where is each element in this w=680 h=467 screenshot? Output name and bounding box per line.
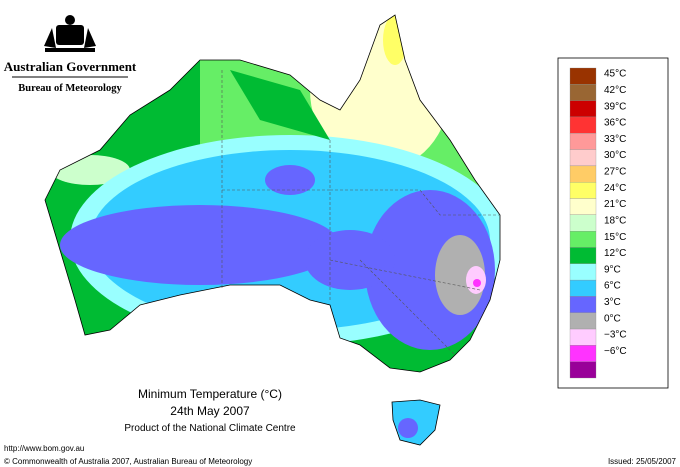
map-title: Minimum Temperature (°C): [138, 387, 282, 401]
legend-label: 21°C: [604, 199, 626, 210]
legend-swatch: [569, 279, 597, 297]
legend-swatch: [569, 328, 597, 346]
legend-label: 30°C: [604, 150, 626, 161]
legend-label: 18°C: [604, 215, 626, 226]
legend-swatch: [569, 263, 597, 281]
legend-swatch: [569, 133, 597, 150]
legend-label: 3°C: [604, 297, 621, 308]
legend-swatch: [569, 182, 597, 199]
legend-frame: [557, 57, 669, 389]
legend: 45°C 42°C 39°C 36°C 33°C 30°C 27°C 24°C 21°C 18°C…: [557, 57, 669, 389]
copyright: © Commonwealth of Australia 2007, Austra…: [4, 457, 252, 466]
bureau: Bureau of Meteorology: [18, 83, 122, 94]
legend-swatch: [569, 296, 597, 313]
legend-swatch: [569, 165, 597, 183]
issued: Issued: 25/05/2007: [608, 457, 677, 466]
legend-swatch: [569, 345, 597, 362]
government: Australian Government: [4, 59, 137, 74]
legend-label: 0°C: [604, 313, 621, 324]
legend-swatch: [569, 214, 597, 232]
tasmania-outline: [391, 399, 441, 446]
legend-swatch: [569, 231, 597, 248]
state-borders: [221, 70, 500, 356]
coastline: [44, 14, 501, 373]
legend-swatch: [569, 67, 597, 85]
legend-swatch: [569, 361, 597, 379]
legend-label: 27°C: [604, 167, 626, 178]
crest: [44, 15, 96, 52]
legend-swatch: [569, 198, 597, 215]
legend-label: −6°C: [604, 346, 627, 357]
legend-swatch: [569, 149, 597, 167]
legend-label: 15°C: [604, 232, 626, 243]
legend-label: 24°C: [604, 183, 626, 194]
legend-label: 39°C: [604, 101, 626, 112]
legend-label: 12°C: [604, 248, 626, 259]
legend-swatch: [569, 247, 597, 264]
legend-label: −3°C: [604, 330, 627, 341]
url: http://www.bom.gov.au: [4, 444, 84, 453]
legend-swatch: [569, 116, 597, 134]
legend-swatch: [569, 84, 597, 101]
legend-label: 33°C: [604, 134, 626, 145]
map-date: 24th May 2007: [170, 404, 250, 418]
legend-label: 6°C: [604, 281, 621, 292]
map-product: Product of the National Climate Centre: [124, 423, 296, 434]
legend-swatch: [569, 312, 597, 330]
legend-swatch: [569, 100, 597, 118]
legend-label: 42°C: [604, 85, 626, 96]
legend-label: 45°C: [604, 69, 626, 80]
tasmania: [392, 400, 440, 445]
legend-label: 9°C: [604, 264, 621, 275]
legend-label: 36°C: [604, 118, 626, 129]
